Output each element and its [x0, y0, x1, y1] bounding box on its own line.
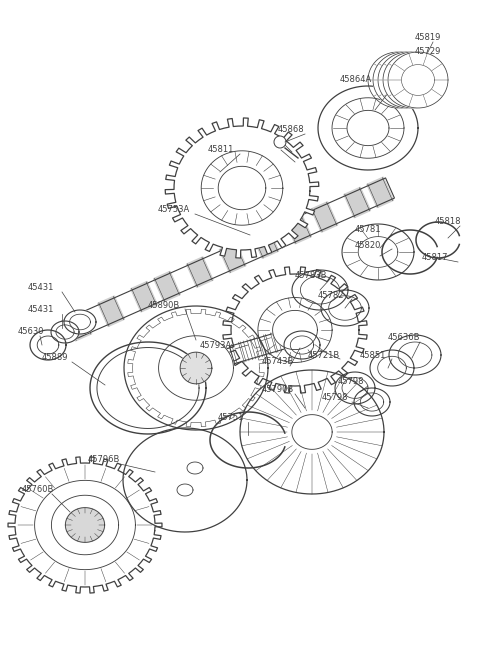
Text: 45782: 45782: [318, 291, 345, 299]
Polygon shape: [388, 52, 448, 108]
Polygon shape: [180, 352, 212, 384]
Text: 45729: 45729: [415, 48, 442, 56]
Polygon shape: [223, 267, 367, 393]
Polygon shape: [378, 52, 438, 108]
Polygon shape: [335, 372, 375, 404]
Polygon shape: [123, 428, 247, 532]
Polygon shape: [240, 370, 384, 494]
Polygon shape: [292, 270, 348, 310]
Polygon shape: [389, 335, 441, 375]
Polygon shape: [165, 118, 319, 258]
Polygon shape: [229, 326, 302, 364]
Polygon shape: [292, 415, 332, 449]
Text: 45781: 45781: [355, 225, 382, 234]
Polygon shape: [124, 306, 268, 430]
Polygon shape: [30, 330, 66, 360]
Circle shape: [274, 136, 286, 148]
Polygon shape: [51, 495, 119, 555]
Text: 45796B: 45796B: [88, 455, 120, 464]
Polygon shape: [321, 290, 369, 326]
Text: 45751: 45751: [218, 413, 244, 422]
Polygon shape: [288, 327, 298, 347]
Polygon shape: [186, 257, 213, 288]
Text: 45889: 45889: [42, 354, 69, 362]
Text: 45890B: 45890B: [148, 301, 180, 310]
Text: 45798: 45798: [322, 394, 348, 403]
Text: 45851: 45851: [360, 350, 386, 360]
Polygon shape: [368, 52, 428, 108]
Polygon shape: [252, 228, 279, 258]
Polygon shape: [276, 330, 286, 351]
Text: 45864A: 45864A: [340, 75, 372, 84]
Polygon shape: [238, 341, 247, 362]
Text: 45743B: 45743B: [262, 358, 294, 367]
Text: 45790B: 45790B: [262, 386, 294, 394]
Text: 45721B: 45721B: [308, 350, 340, 360]
Text: 45868: 45868: [278, 126, 305, 134]
Polygon shape: [244, 339, 253, 360]
Polygon shape: [311, 202, 338, 232]
Polygon shape: [65, 508, 105, 542]
Polygon shape: [263, 334, 272, 355]
Polygon shape: [219, 242, 246, 272]
Polygon shape: [218, 166, 266, 210]
Polygon shape: [284, 331, 320, 359]
Polygon shape: [58, 178, 395, 343]
Polygon shape: [51, 321, 79, 343]
Text: 45630: 45630: [18, 328, 45, 337]
Text: 45431: 45431: [28, 284, 54, 293]
Polygon shape: [282, 329, 291, 349]
Polygon shape: [373, 52, 433, 108]
Text: 45753A: 45753A: [158, 206, 190, 214]
Polygon shape: [249, 338, 258, 359]
Polygon shape: [90, 342, 206, 434]
Text: 45817: 45817: [422, 253, 448, 263]
Text: 45783B: 45783B: [295, 271, 327, 280]
Polygon shape: [367, 177, 394, 208]
Polygon shape: [231, 344, 240, 364]
Polygon shape: [273, 310, 317, 350]
Text: 45811: 45811: [208, 145, 234, 155]
Text: 45820: 45820: [355, 240, 382, 250]
Text: 45819: 45819: [415, 33, 442, 43]
Polygon shape: [293, 325, 302, 346]
Text: 45431: 45431: [28, 305, 54, 314]
Text: 45793A: 45793A: [200, 341, 232, 350]
Polygon shape: [64, 310, 96, 334]
Polygon shape: [131, 282, 157, 312]
Polygon shape: [285, 214, 312, 244]
Text: 45798: 45798: [338, 377, 364, 386]
Polygon shape: [158, 336, 233, 400]
Text: 45636B: 45636B: [388, 333, 420, 343]
Text: 45818: 45818: [435, 217, 461, 227]
Polygon shape: [270, 332, 279, 353]
Polygon shape: [65, 310, 92, 341]
Polygon shape: [370, 350, 414, 386]
Polygon shape: [383, 52, 443, 108]
Polygon shape: [98, 296, 124, 326]
Polygon shape: [256, 336, 265, 357]
Polygon shape: [344, 187, 371, 217]
Text: 45760B: 45760B: [22, 485, 54, 495]
Polygon shape: [354, 388, 390, 416]
Polygon shape: [154, 271, 180, 302]
Polygon shape: [8, 457, 162, 593]
